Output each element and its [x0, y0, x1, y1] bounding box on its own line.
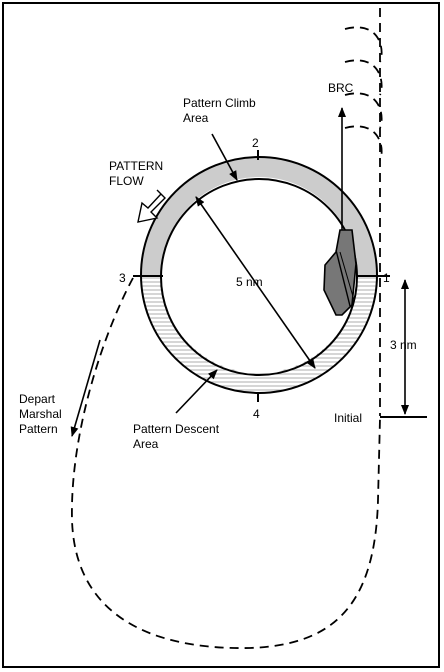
- holding-stack-arcs: [344, 26, 383, 161]
- pattern-climb-label-2: Area: [183, 111, 209, 125]
- point-3-label: 3: [119, 271, 126, 285]
- pattern-flow-label: PATTERN: [109, 159, 163, 173]
- pattern-descent-label-2: Area: [133, 437, 159, 451]
- point-1-label: 1: [383, 271, 390, 285]
- departure-dashed-loop: [71, 277, 381, 649]
- descent-pointer-arrow: [175, 369, 218, 414]
- ship-icon: [323, 229, 357, 316]
- pattern-flow-label-2: FLOW: [109, 174, 144, 188]
- point-2-label: 2: [252, 136, 259, 150]
- pattern-flow-arrow: [137, 189, 166, 223]
- distance-label: 3 nm: [390, 338, 417, 352]
- initial-label: Initial: [334, 411, 362, 425]
- pattern-descent-label: Pattern Descent: [133, 422, 220, 436]
- depart-label: Depart: [19, 392, 56, 406]
- pattern-climb-label: Pattern Climb: [183, 96, 256, 110]
- point-4-label: 4: [253, 407, 260, 421]
- brc-label: BRC: [328, 81, 354, 95]
- climb-pointer-arrow: [211, 133, 238, 181]
- depart-label-3: Pattern: [19, 422, 58, 436]
- diameter-arrow: [195, 196, 316, 369]
- depart-arrow: [70, 339, 101, 437]
- diameter-label: 5 nm: [236, 275, 263, 289]
- depart-label-2: Marshal: [19, 407, 62, 421]
